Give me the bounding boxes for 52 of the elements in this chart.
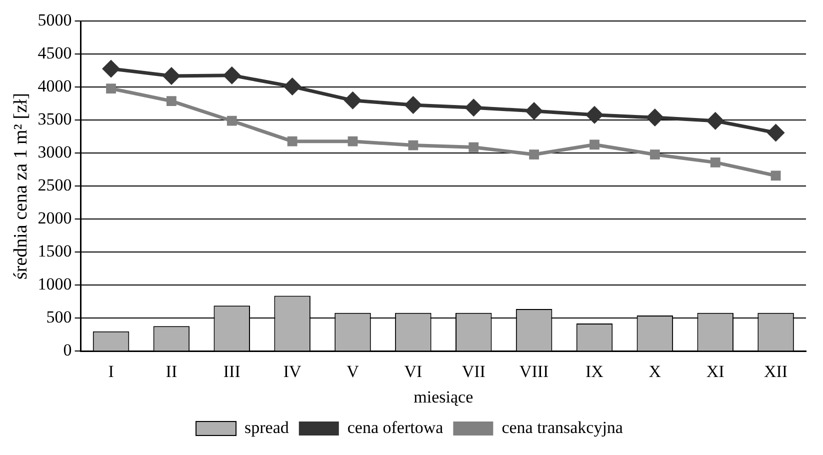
point bbox=[283, 78, 302, 96]
x-tick-label: VII bbox=[462, 362, 486, 381]
point bbox=[222, 66, 241, 84]
point bbox=[348, 136, 358, 146]
point bbox=[585, 106, 604, 124]
point bbox=[770, 170, 781, 181]
point bbox=[650, 150, 660, 160]
y-tick-label: 3500 bbox=[38, 110, 72, 129]
y-tick-label: 500 bbox=[46, 308, 72, 327]
x-tick-label: X bbox=[648, 362, 662, 381]
y-tick-label: 4500 bbox=[38, 44, 72, 63]
x-tick-label: V bbox=[346, 362, 360, 381]
x-tick-label: XI bbox=[706, 362, 725, 381]
point bbox=[710, 157, 720, 168]
y-tick-label: 2000 bbox=[38, 208, 72, 228]
y-tick-label: 2500 bbox=[38, 176, 72, 195]
point bbox=[106, 84, 116, 94]
legend-label: cena ofertowa bbox=[347, 418, 444, 437]
x-tick-label: III bbox=[223, 362, 241, 381]
legend-label: spread bbox=[244, 418, 290, 437]
point bbox=[464, 98, 483, 117]
y-tick-label: 1500 bbox=[38, 242, 72, 261]
point bbox=[404, 96, 422, 114]
point bbox=[226, 116, 237, 126]
x-tick-label: VI bbox=[404, 362, 422, 381]
y-tick-label: 0 bbox=[63, 340, 72, 360]
x-tick-label: VIII bbox=[519, 362, 550, 381]
y-tick-label: 5000 bbox=[38, 10, 72, 30]
point bbox=[468, 142, 479, 152]
x-axis-title: miesiące bbox=[414, 387, 474, 406]
point bbox=[344, 91, 362, 110]
point bbox=[646, 108, 664, 127]
point bbox=[287, 136, 298, 146]
point bbox=[166, 96, 176, 106]
y-tick-label: 3000 bbox=[38, 142, 72, 162]
point bbox=[408, 140, 418, 150]
x-tick-label: IX bbox=[586, 362, 604, 381]
point bbox=[525, 102, 544, 120]
point bbox=[102, 60, 120, 78]
y-tick-label: 1000 bbox=[38, 274, 72, 294]
point bbox=[590, 140, 600, 150]
point bbox=[766, 124, 785, 142]
point bbox=[162, 66, 180, 85]
legend-label: cena transakcyjna bbox=[502, 418, 624, 437]
x-tick-label: IV bbox=[283, 362, 302, 381]
x-tick-label: XII bbox=[764, 362, 788, 381]
point bbox=[706, 112, 724, 130]
x-tick-label: I bbox=[108, 362, 114, 381]
y-axis-title: średnia cena za 1 m² [zł] bbox=[10, 92, 32, 280]
point bbox=[529, 150, 539, 160]
x-tick-label: II bbox=[166, 362, 178, 381]
y-tick-label: 4000 bbox=[38, 76, 72, 96]
